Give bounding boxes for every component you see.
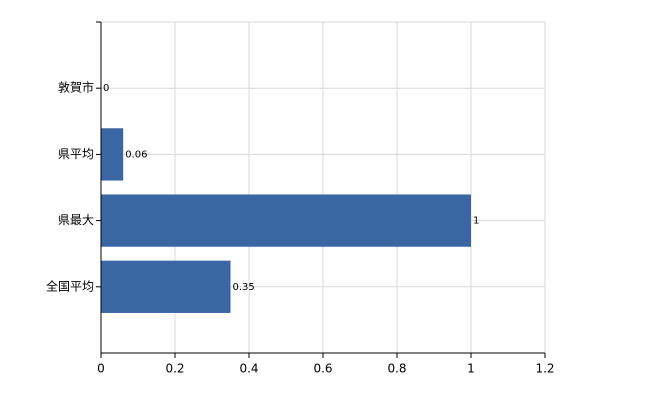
- x-tick-label: 0.8: [387, 362, 406, 376]
- x-tick-label: 0.6: [313, 362, 332, 376]
- x-tick-label: 1.2: [535, 362, 554, 376]
- value-label: 1: [473, 216, 479, 227]
- x-tick-label: 0.2: [165, 362, 184, 376]
- y-tick-label: 全国平均: [46, 278, 94, 293]
- bar: [101, 260, 231, 313]
- x-tick-label: 1: [467, 362, 475, 376]
- y-tick-label: 県最大: [58, 213, 94, 227]
- bar: [101, 194, 471, 247]
- x-tick-label: 0: [97, 362, 105, 376]
- y-tick-label: 県平均: [58, 147, 94, 161]
- value-label: 0: [103, 83, 109, 94]
- value-label: 0.35: [233, 282, 255, 293]
- x-tick-label: 0.4: [239, 362, 258, 376]
- bar: [101, 128, 124, 181]
- y-tick-label: 敦賀市: [58, 80, 94, 95]
- value-label: 0.06: [125, 149, 147, 160]
